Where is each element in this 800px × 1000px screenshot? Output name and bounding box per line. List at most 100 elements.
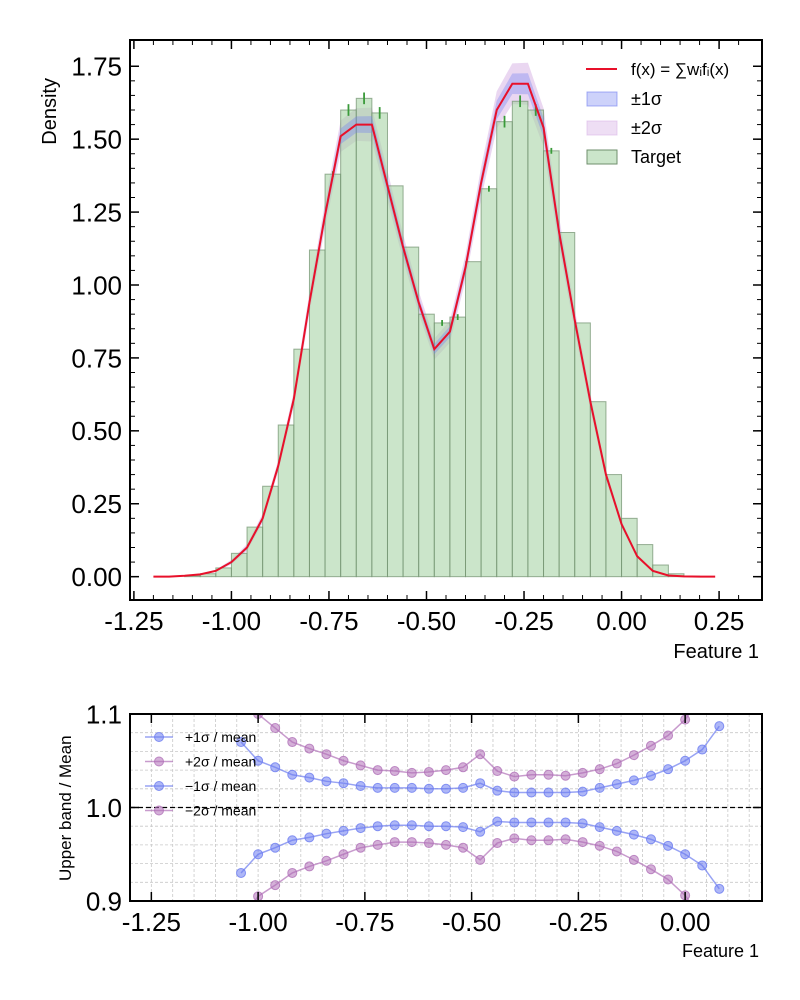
ratio-point xyxy=(543,817,554,828)
ratio-point xyxy=(458,822,469,833)
ratio-point xyxy=(715,663,724,672)
ratio-point xyxy=(287,769,298,780)
x-tick-label: 0.25 xyxy=(694,606,745,636)
histogram-bar xyxy=(589,401,607,578)
ratio-point xyxy=(645,740,656,751)
histogram-bar xyxy=(605,474,623,578)
ratio-legend-marker xyxy=(154,805,164,816)
ratio-point xyxy=(663,730,674,741)
fit-line xyxy=(153,82,716,578)
ratio-point xyxy=(441,783,451,794)
ratio-legend-marker xyxy=(154,756,164,767)
histogram-bar xyxy=(465,261,482,578)
target-histogram xyxy=(184,97,701,578)
ratio-point xyxy=(560,817,571,828)
histogram-bar xyxy=(418,313,435,578)
ratio-point xyxy=(526,787,537,798)
ratio-point xyxy=(475,749,486,760)
histogram-bar xyxy=(480,188,498,578)
x-tick-label: 0.00 xyxy=(660,907,711,937)
ratio-point xyxy=(594,822,605,833)
ratio-point xyxy=(509,817,520,828)
y-tick-label: 0.50 xyxy=(71,416,122,446)
ratio-point xyxy=(321,828,332,839)
ratio-point xyxy=(680,755,691,766)
ratio-point xyxy=(304,772,315,783)
histogram-bar xyxy=(277,424,295,578)
legend-target-swatch xyxy=(586,149,618,165)
ratio-point xyxy=(423,821,434,832)
histogram-bar xyxy=(449,316,467,578)
ratio-point xyxy=(338,778,349,789)
legend-sigma2-swatch xyxy=(586,120,618,136)
ratio-point xyxy=(475,854,486,865)
ratio-point xyxy=(372,782,383,793)
ratio-point xyxy=(287,867,298,878)
density-x-ticks: -1.25 -1.00 -0.75 -0.50 -0.25 0.00 0.25 xyxy=(104,40,744,636)
ratio-point xyxy=(287,835,298,846)
ratio-point xyxy=(355,823,366,834)
y-tick-label: 0.9 xyxy=(86,886,122,916)
ratio-point xyxy=(628,829,639,840)
histogram-bar xyxy=(496,121,513,578)
ratio-legend-label: −2σ / mean xyxy=(185,803,256,819)
legend-sigma1-swatch xyxy=(586,91,618,107)
y-tick-label: 0.25 xyxy=(71,489,122,519)
ratio-point xyxy=(628,854,639,865)
ratio-point xyxy=(253,849,264,860)
ratio-point xyxy=(577,837,588,848)
ratio-point xyxy=(475,778,486,789)
x-tick-label: -0.25 xyxy=(494,606,553,636)
histogram-bar xyxy=(527,109,545,578)
y-tick-label: 1.00 xyxy=(71,270,122,300)
ratio-point xyxy=(492,838,503,849)
x-tick-label: 0.00 xyxy=(596,606,647,636)
x-tick-label: -0.75 xyxy=(299,606,358,636)
ratio-legend-label: −1σ / mean xyxy=(185,778,256,794)
ratio-point xyxy=(697,860,708,871)
ratio-point xyxy=(441,765,451,776)
ratio-point xyxy=(389,820,400,831)
ratio-point xyxy=(577,767,588,778)
histogram-bar xyxy=(355,97,373,578)
ratio-point xyxy=(560,770,571,781)
ratio-point xyxy=(543,769,554,780)
ratio-point xyxy=(714,883,725,894)
ratio-point xyxy=(560,834,571,845)
y-tick-label: 1.75 xyxy=(71,52,122,82)
ratio-point xyxy=(304,861,315,872)
histogram-bar xyxy=(324,173,342,578)
ratio-point xyxy=(526,769,537,780)
ratio-point xyxy=(423,838,434,849)
ratio-point xyxy=(697,744,708,755)
histogram-bar xyxy=(433,322,451,578)
y-tick-label: 1.0 xyxy=(86,793,122,823)
ratio-point xyxy=(355,780,366,791)
ratio-point xyxy=(270,762,281,773)
ratio-point xyxy=(628,775,639,786)
ratio-point xyxy=(321,855,332,866)
ratio-point xyxy=(321,776,332,787)
ratio-point xyxy=(492,785,503,796)
y-tick-label: 0.75 xyxy=(71,343,122,373)
ratio-point xyxy=(611,758,622,769)
ratio-point xyxy=(594,764,605,775)
ratio-point xyxy=(372,839,383,850)
ratio-legend-label: +2σ / mean xyxy=(185,754,256,770)
ratio-point xyxy=(389,766,400,777)
ratio-point xyxy=(270,880,281,891)
legend-target-label: Target xyxy=(631,147,681,167)
ratio-panel: -1.25 -1.00 -0.75 -0.50 -0.25 0.00 0.91.01.1 … xyxy=(56,663,763,961)
legend-sigma2-label: ±2σ xyxy=(631,118,662,138)
ratio-point xyxy=(509,787,520,798)
ratio-point xyxy=(663,840,674,851)
ratio-x-axis-label: Feature 1 xyxy=(682,941,759,961)
y-tick-label: 1.50 xyxy=(71,125,122,155)
ratio-point xyxy=(406,767,417,778)
ratio-legend: +1σ / mean +2σ / mean −1σ / mean −2σ / mean xyxy=(145,729,256,819)
y-tick-label: 1.1 xyxy=(86,699,122,729)
y-tick-label: 1.25 xyxy=(71,197,122,227)
x-tick-label: -1.00 xyxy=(228,907,287,937)
fit-curve xyxy=(153,82,716,578)
